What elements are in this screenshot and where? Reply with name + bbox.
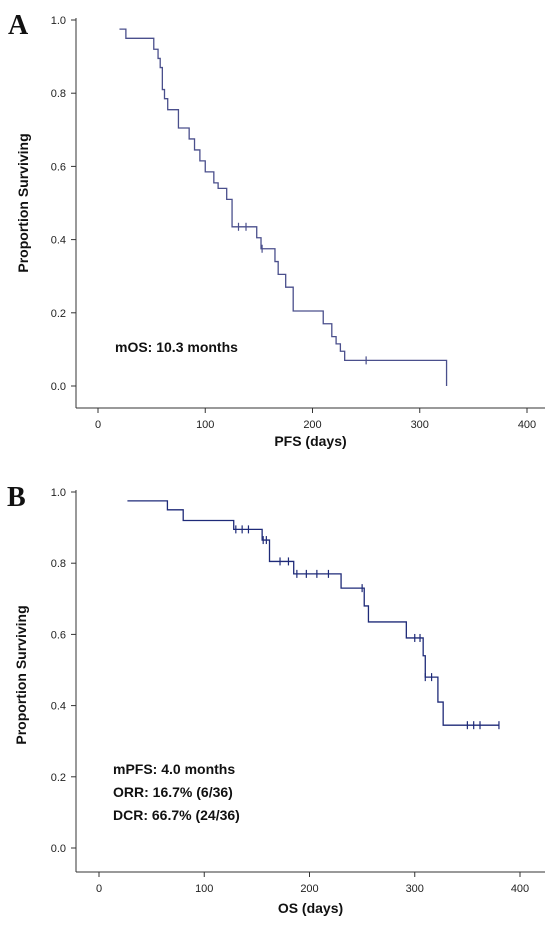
annotation-text: mOS: 10.3 months bbox=[115, 339, 238, 355]
y-tick-label: 0.4 bbox=[51, 701, 66, 713]
km-step-curve bbox=[127, 500, 499, 726]
x-tick-label: 100 bbox=[196, 419, 214, 431]
y-tick-label: 0.2 bbox=[51, 308, 66, 320]
x-tick-label: 300 bbox=[406, 883, 424, 895]
y-tick-label: 1.0 bbox=[51, 487, 66, 499]
km-step-curve bbox=[119, 28, 448, 386]
annotation-text: DCR: 66.7% (24/36) bbox=[113, 807, 240, 823]
annotation-text: mPFS: 4.0 months bbox=[113, 761, 235, 777]
y-tick-label: 0.8 bbox=[51, 88, 66, 100]
y-tick-label: 0.8 bbox=[51, 558, 66, 570]
y-tick-label: 0.2 bbox=[51, 772, 66, 784]
panel-b-chart: B 0.0 0.2 0.4 0.6 0.8 1.0 0 100 200 300 400 OS (days… bbox=[0, 465, 550, 930]
x-tick-label: 200 bbox=[300, 883, 318, 895]
x-tick-label: 400 bbox=[511, 883, 529, 895]
y-axis-title: Proportion Surviving bbox=[13, 605, 29, 744]
x-tick-label: 0 bbox=[96, 883, 102, 895]
x-axis-title: PFS (days) bbox=[274, 433, 346, 449]
x-tick-label: 400 bbox=[518, 419, 536, 431]
km-chart-os: B 0.0 0.2 0.4 0.6 0.8 1.0 0 100 200 300 400 OS (days… bbox=[7, 482, 545, 916]
km-chart-pfs: A 0.0 0.2 0.4 0.6 0.8 1.0 0 100 200 300 400 PFS (day… bbox=[8, 10, 545, 449]
x-tick-label: 300 bbox=[411, 419, 429, 431]
x-tick-label: 200 bbox=[303, 419, 321, 431]
annotation-text: ORR: 16.7% (6/36) bbox=[113, 784, 233, 800]
x-axis-title: OS (days) bbox=[278, 900, 343, 916]
panel-a-chart: A 0.0 0.2 0.4 0.6 0.8 1.0 0 100 200 300 400 PFS (day… bbox=[8, 10, 545, 449]
y-tick-label: 0.0 bbox=[51, 381, 66, 393]
y-tick-label: 0.4 bbox=[51, 235, 66, 247]
y-tick-label: 0.0 bbox=[51, 843, 66, 855]
y-axis-title: Proportion Surviving bbox=[15, 133, 31, 272]
x-tick-label: 0 bbox=[95, 419, 101, 431]
x-tick-label: 100 bbox=[195, 883, 213, 895]
y-tick-label: 0.6 bbox=[51, 161, 66, 173]
panel-label: A bbox=[8, 10, 29, 41]
panel-label: B bbox=[7, 482, 26, 513]
y-tick-label: 1.0 bbox=[51, 15, 66, 27]
y-tick-label: 0.6 bbox=[51, 629, 66, 641]
